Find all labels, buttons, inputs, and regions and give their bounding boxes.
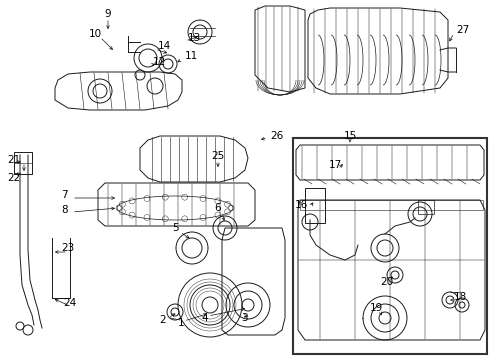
Text: 14: 14 (158, 41, 171, 51)
Text: 1: 1 (178, 318, 184, 328)
Text: 8: 8 (61, 205, 68, 215)
Text: 25: 25 (211, 151, 224, 161)
Text: 19: 19 (369, 303, 383, 313)
Text: 12: 12 (153, 57, 166, 67)
Text: 2: 2 (160, 315, 166, 325)
Text: 15: 15 (343, 131, 357, 141)
Bar (293, 138, 487, 354)
Bar (14, 152, 32, 174)
Text: 6: 6 (215, 203, 221, 213)
Text: 24: 24 (63, 298, 76, 308)
Text: 5: 5 (172, 223, 178, 233)
Bar (300, 200, 483, 210)
Text: 27: 27 (456, 25, 469, 35)
Text: 17: 17 (328, 160, 342, 170)
Text: 22: 22 (7, 173, 21, 183)
Text: 20: 20 (380, 277, 393, 287)
Bar (418, 200, 434, 214)
Text: 13: 13 (188, 33, 201, 43)
Text: 21: 21 (7, 155, 21, 165)
Text: 10: 10 (88, 29, 101, 39)
Text: 4: 4 (202, 313, 208, 323)
Text: 3: 3 (241, 313, 247, 323)
Text: 23: 23 (61, 243, 74, 253)
Text: 9: 9 (105, 9, 111, 19)
Text: 11: 11 (185, 51, 198, 61)
Text: 26: 26 (270, 131, 283, 141)
Text: 7: 7 (61, 190, 68, 200)
Bar (305, 188, 325, 223)
Text: 18: 18 (454, 292, 467, 302)
Text: 16: 16 (295, 200, 308, 210)
